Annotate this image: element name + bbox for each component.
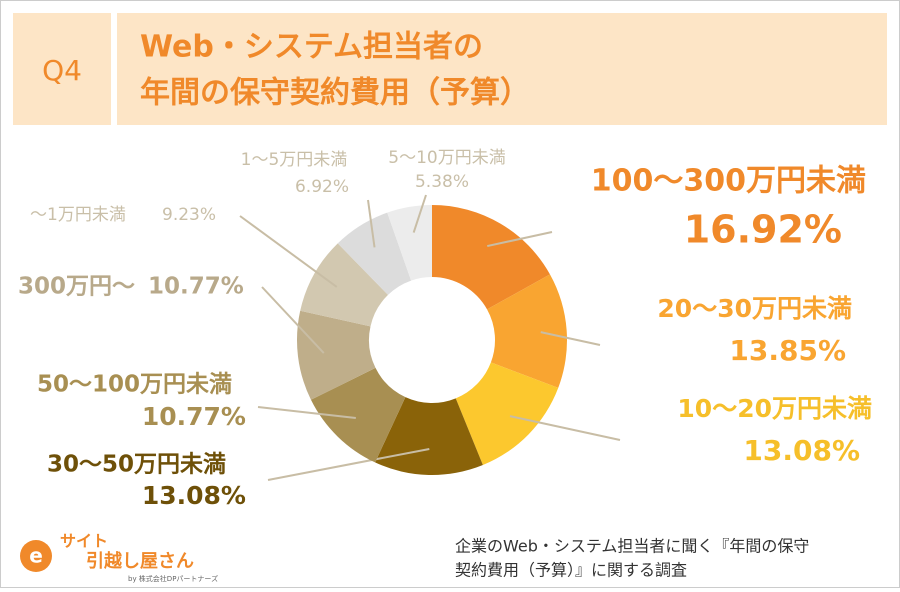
donut-segment [375, 397, 483, 475]
leader-line [239, 215, 338, 288]
logo-icon [20, 540, 52, 572]
category-label: 5〜10万円未満 [388, 148, 505, 168]
logo: e サイト 引越し屋さん by 株式会社DPパートナーズ [20, 532, 218, 583]
logo-by: by 株式会社DPパートナーズ [128, 574, 218, 583]
value-label: 10.77% [148, 274, 244, 300]
badge-box [13, 13, 111, 125]
leader-line [487, 231, 553, 248]
title-box [117, 13, 887, 125]
leader-line [412, 194, 427, 233]
value-label: 10.77% [142, 402, 246, 431]
value-label: 13.08% [743, 434, 860, 467]
value-label: 16.92% [684, 208, 842, 252]
title-line: 年間の保守契約費用（予算） [140, 76, 530, 111]
category-label: 〜1万円未満 [30, 205, 126, 225]
donut-segment [387, 205, 432, 281]
category-label: 10〜20万円未満 [677, 394, 872, 423]
leader-line [257, 406, 356, 419]
donut-segment [310, 367, 406, 463]
value-label: 6.92% [295, 177, 349, 197]
value-label: 13.85% [729, 334, 846, 367]
donut-segment [297, 310, 376, 400]
leader-line [261, 286, 325, 354]
leader-line [267, 447, 430, 481]
logo-text: サイト [60, 532, 108, 551]
value-label: 9.23% [162, 205, 216, 225]
leader-line [509, 415, 621, 441]
logo-text: 引越し屋さん [86, 550, 194, 572]
donut-chart: 100〜300万円未満 16.92% 20〜30万円未満 13.85% 10〜20万円未… [18, 148, 872, 510]
leader-line [540, 331, 601, 346]
donut-segment [455, 362, 559, 466]
footer-note: 契約費用（予算）』に関する調査 [455, 561, 687, 580]
logo-icon-letter: e [29, 544, 43, 568]
category-label: 300万円〜 [18, 274, 135, 300]
donut-segment [432, 205, 550, 310]
badge: Q4 [42, 54, 82, 87]
category-label: 50〜100万円未満 [37, 372, 232, 398]
category-label: 1〜5万円未満 [241, 150, 348, 170]
category-label: 100〜300万円未満 [591, 164, 866, 199]
category-label: 20〜30万円未満 [657, 294, 852, 323]
category-label: 30〜50万円未満 [47, 452, 226, 478]
footer-note: 企業のWeb・システム担当者に聞く『年間の保守 [455, 537, 809, 556]
donut-segment [300, 243, 389, 327]
value-label: 13.08% [142, 481, 246, 510]
value-label: 5.38% [415, 172, 469, 192]
donut-segment [337, 212, 412, 295]
leader-line [367, 199, 376, 248]
donut-segment [487, 274, 567, 388]
title-line: Web・システム担当者の [140, 30, 483, 65]
